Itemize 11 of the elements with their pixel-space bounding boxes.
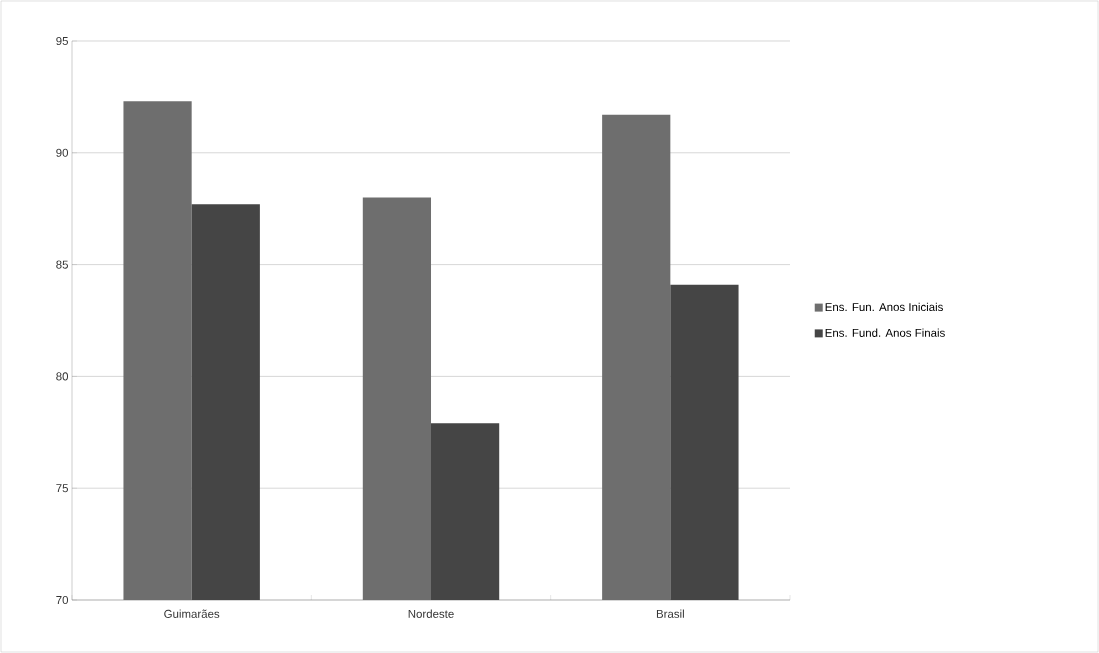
y-tick-label: 70 — [56, 595, 69, 605]
y-tick-label: 90 — [56, 148, 69, 157]
y-tick-label: 75 — [56, 484, 68, 493]
y-tick-label: 85 — [56, 260, 68, 269]
legend-label: Ens. Fund. Anos Finais — [825, 328, 945, 337]
x-tick-label: Nordeste — [408, 609, 454, 618]
y-tick-label: 95 — [56, 36, 68, 46]
x-tick-label: Guimarães — [164, 609, 220, 618]
legend-label: Ens. Fun. Anos Iniciais — [825, 302, 943, 312]
x-tick-label: Brasil — [656, 609, 684, 618]
y-tick-label: 80 — [56, 372, 69, 381]
